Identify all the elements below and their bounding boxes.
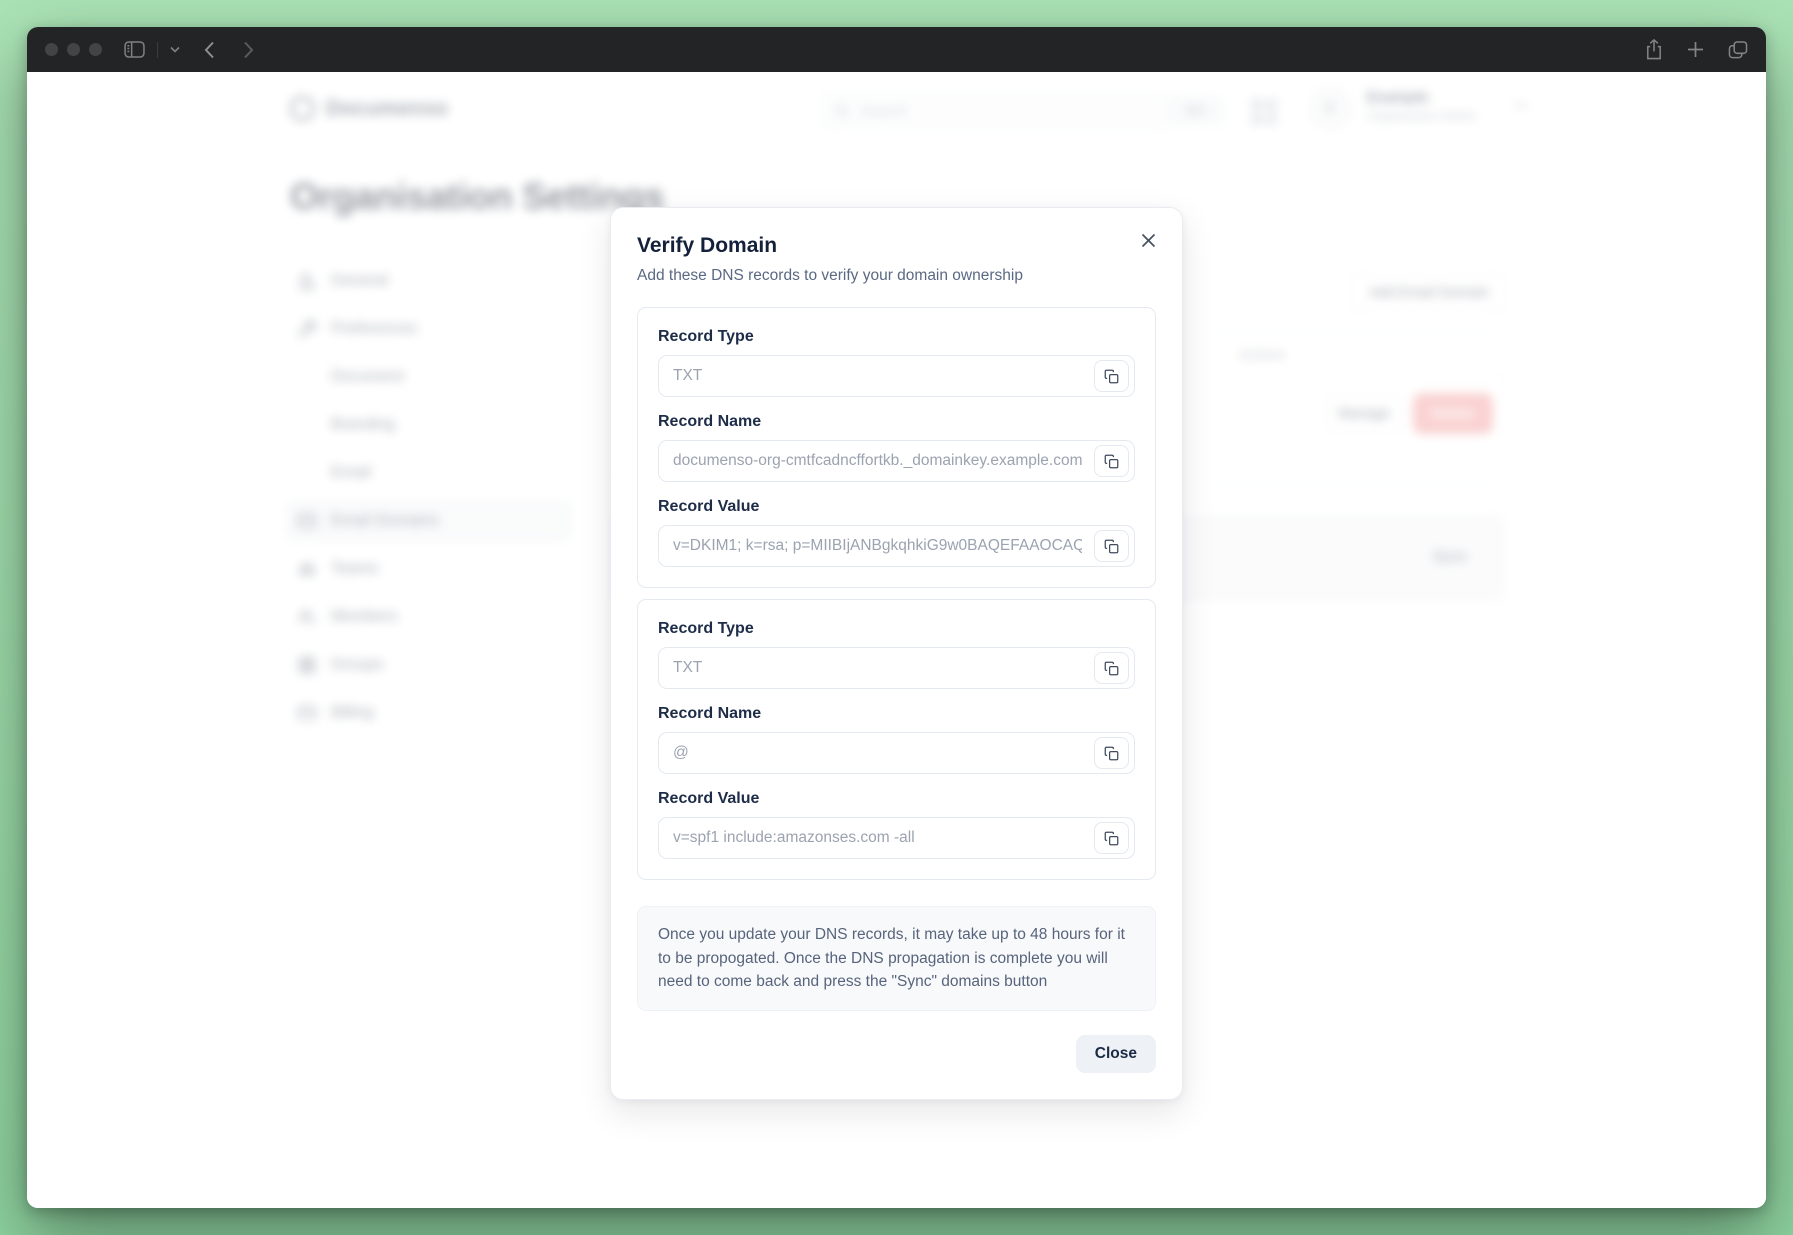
back-icon[interactable] bbox=[204, 41, 215, 59]
verify-domain-dialog: Verify Domain Add these DNS records to v… bbox=[610, 207, 1183, 1100]
chevron-down-icon[interactable] bbox=[170, 46, 180, 53]
close-icon[interactable] bbox=[1138, 230, 1158, 250]
close-window-button[interactable] bbox=[45, 43, 58, 56]
record-value-field[interactable]: v=spf1 include:amazonses.com -all bbox=[658, 817, 1135, 859]
copy-icon bbox=[1104, 454, 1119, 468]
dns-propagation-note: Once you update your DNS records, it may… bbox=[637, 906, 1156, 1011]
tab-overview-icon[interactable] bbox=[1728, 40, 1748, 59]
copy-icon bbox=[1104, 746, 1119, 760]
titlebar-divider bbox=[157, 41, 158, 58]
copy-button[interactable] bbox=[1094, 652, 1129, 684]
copy-icon bbox=[1104, 831, 1119, 845]
share-icon[interactable] bbox=[1645, 39, 1663, 60]
dialog-footer: Close bbox=[637, 1034, 1156, 1073]
dns-record-card-spf: Record Type TXT Record Name @ bbox=[637, 599, 1156, 880]
copy-button[interactable] bbox=[1094, 445, 1129, 477]
browser-viewport: Documenso Search ⌘K E Example Organisati… bbox=[27, 72, 1766, 1208]
dialog-subtitle: Add these DNS records to verify your dom… bbox=[637, 267, 1023, 284]
copy-icon bbox=[1104, 539, 1119, 553]
record-type-field[interactable]: TXT bbox=[658, 355, 1135, 397]
copy-button[interactable] bbox=[1094, 360, 1129, 392]
record-value-field[interactable]: v=DKIM1; k=rsa; p=MIIBIjANBgkqhkiG9w0BAQ… bbox=[658, 525, 1135, 567]
record-type-label: Record Type bbox=[658, 620, 754, 637]
record-name-label: Record Name bbox=[658, 705, 762, 722]
traffic-lights bbox=[45, 43, 102, 56]
dns-record-card-dkim: Record Type TXT Record Name documenso-or… bbox=[637, 307, 1156, 588]
record-type-label: Record Type bbox=[658, 328, 754, 345]
record-value-label: Record Value bbox=[658, 790, 760, 807]
record-value-label: Record Value bbox=[658, 498, 760, 515]
new-tab-icon[interactable] bbox=[1687, 41, 1704, 58]
copy-button[interactable] bbox=[1094, 530, 1129, 562]
sidebar-toggle-icon[interactable] bbox=[124, 41, 145, 58]
forward-icon[interactable] bbox=[243, 41, 254, 59]
copy-icon bbox=[1104, 661, 1119, 675]
copy-button[interactable] bbox=[1094, 822, 1129, 854]
titlebar bbox=[27, 27, 1766, 72]
record-name-field[interactable]: @ bbox=[658, 732, 1135, 774]
record-name-label: Record Name bbox=[658, 413, 762, 430]
zoom-window-button[interactable] bbox=[89, 43, 102, 56]
copy-button[interactable] bbox=[1094, 737, 1129, 769]
close-button[interactable]: Close bbox=[1075, 1034, 1156, 1073]
record-name-field[interactable]: documenso-org-cmtfcadncffortkb._domainke… bbox=[658, 440, 1135, 482]
browser-window: Documenso Search ⌘K E Example Organisati… bbox=[27, 27, 1766, 1208]
copy-icon bbox=[1104, 369, 1119, 383]
dialog-title: Verify Domain bbox=[637, 234, 778, 257]
minimize-window-button[interactable] bbox=[67, 43, 80, 56]
record-type-field[interactable]: TXT bbox=[658, 647, 1135, 689]
